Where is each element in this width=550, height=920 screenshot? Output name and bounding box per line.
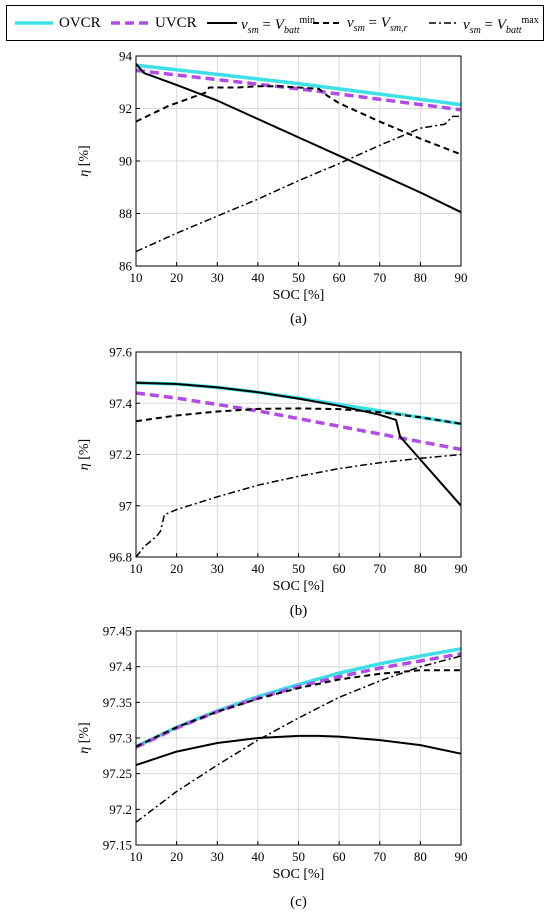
chart-caption: (a)	[290, 311, 307, 327]
y-tick-label: 88	[119, 206, 132, 221]
y-axis-label: η [%]	[77, 722, 92, 753]
chart-c: 10 20 30 40 50 60 70 80 90 97.15 97.2 97.25 97.3 97.3…	[77, 624, 468, 911]
y-tick-label: 97.2	[109, 447, 132, 462]
x-tick-label: 60	[333, 270, 346, 285]
x-tick-label: 60	[333, 561, 346, 576]
x-tick-label: 70	[373, 561, 386, 576]
x-axis-label: SOC [%]	[273, 579, 325, 594]
legend-swatch-vmin	[207, 22, 237, 24]
chart-b: 10 20 30 40 50 60 70 80 90 96.8 97 97.2 97.4 97.6 SOC …	[77, 345, 468, 620]
chart-caption: (c)	[290, 894, 307, 910]
x-tick-label: 50	[292, 849, 305, 864]
legend: OVCR UVCR vsm = Vbattmin vsm = Vsm,r vsm…	[6, 5, 544, 41]
series-line-vmax	[135, 115, 461, 253]
x-tick-label: 90	[455, 849, 468, 864]
series-line-vmin	[135, 734, 462, 767]
series-line-uvcr	[135, 652, 462, 749]
y-tick-label: 97	[119, 498, 133, 513]
x-tick-label: 50	[292, 270, 305, 285]
y-tick-label: 97.25	[103, 766, 132, 781]
x-tick-label: 20	[170, 849, 183, 864]
legend-label-vr: vsm = Vsm,r	[347, 15, 408, 34]
series-line-vr	[135, 85, 462, 156]
x-tick-label: 40	[251, 561, 264, 576]
legend-item-uvcr: UVCR	[109, 6, 197, 40]
x-axis-label: SOC [%]	[273, 867, 325, 882]
legend-swatch-uvcr	[111, 21, 149, 25]
x-tick-label: 10	[130, 561, 143, 576]
legend-label-ovcr: OVCR	[59, 15, 101, 31]
x-tick-label: 50	[292, 561, 305, 576]
series-line-vmax	[135, 655, 462, 823]
y-tick-label: 97.35	[103, 695, 132, 710]
legend-item-vmax: vsm = Vbattmax	[427, 6, 539, 40]
series-line-uvcr	[135, 391, 462, 452]
y-axis-label: η [%]	[77, 439, 92, 470]
x-tick-label: 80	[414, 849, 427, 864]
x-tick-label: 80	[414, 270, 427, 285]
y-tick-label: 90	[119, 154, 132, 169]
y-tick-label: 97.15	[103, 838, 132, 853]
y-tick-label: 94	[119, 49, 133, 64]
y-axis-label: η [%]	[77, 145, 92, 176]
x-tick-label: 70	[373, 849, 386, 864]
x-tick-label: 20	[170, 270, 183, 285]
y-tick-label: 97.2	[109, 802, 132, 817]
x-tick-label: 10	[130, 849, 143, 864]
legend-label-vmin: vsm = Vbattmin	[241, 15, 316, 36]
series-line-uvcr	[135, 68, 462, 112]
y-tick-label: 97.45	[103, 624, 132, 639]
x-tick-label: 80	[414, 561, 427, 576]
series-line-vmax	[135, 453, 462, 558]
x-tick-label: 60	[333, 849, 346, 864]
y-tick-label: 97.6	[109, 345, 132, 360]
x-tick-label: 20	[170, 561, 183, 576]
y-tick-label: 97.4	[109, 659, 132, 674]
x-tick-label: 90	[455, 561, 468, 576]
legend-item-ovcr: OVCR	[13, 6, 101, 40]
y-tick-label: 97.3	[109, 731, 132, 746]
x-tick-label: 30	[211, 849, 224, 864]
x-tick-label: 40	[251, 270, 264, 285]
series-line-ovcr	[135, 63, 462, 107]
legend-label-uvcr: UVCR	[155, 15, 197, 31]
legend-item-vmin: vsm = Vbattmin	[205, 6, 315, 40]
chart-a: 10 20 30 40 50 60 70 80 90 86 88 90 92 94 SOC [%] η [%]…	[77, 49, 468, 328]
series-line-vmin	[135, 63, 462, 214]
legend-swatch-vmax	[429, 22, 459, 24]
legend-swatch-ovcr	[15, 21, 53, 25]
legend-item-vr: vsm = Vsm,r	[311, 6, 407, 40]
series-line-vr	[135, 407, 462, 425]
legend-label-vmax: vsm = Vbattmax	[463, 15, 539, 36]
y-tick-label: 97.4	[109, 396, 132, 411]
x-tick-label: 30	[211, 561, 224, 576]
x-tick-label: 70	[373, 270, 386, 285]
y-tick-label: 86	[119, 259, 133, 274]
legend-swatch-vr	[313, 22, 343, 24]
x-axis-label: SOC [%]	[273, 288, 325, 303]
chart-caption: (b)	[290, 603, 308, 619]
y-tick-label: 96.8	[109, 550, 132, 565]
y-tick-label: 92	[119, 101, 132, 116]
x-tick-label: 90	[455, 270, 468, 285]
x-tick-label: 40	[251, 849, 264, 864]
x-tick-label: 30	[211, 270, 224, 285]
x-tick-label: 10	[130, 270, 143, 285]
